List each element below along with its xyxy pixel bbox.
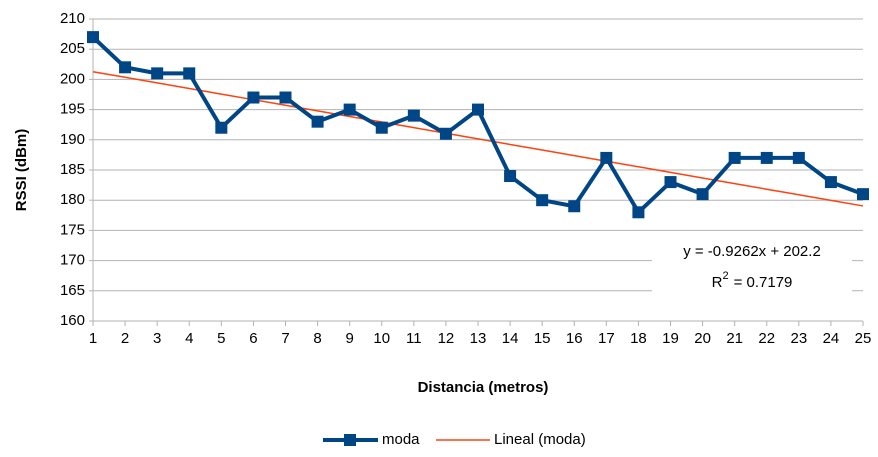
y-tick-label: 180 [60, 191, 85, 208]
x-tick-label: 19 [662, 330, 679, 347]
marker [504, 170, 517, 183]
x-tick-label: 11 [406, 330, 422, 347]
marker [664, 176, 677, 189]
r2-value: = 0.7179 [734, 274, 793, 291]
marker [87, 31, 99, 44]
marker [279, 91, 292, 104]
marker [215, 121, 228, 134]
legend-label: Lineal (moda) [494, 431, 586, 448]
marker [375, 121, 388, 134]
marker [824, 176, 837, 189]
x-tick-label: 1 [89, 330, 97, 347]
x-tick-label: 23 [790, 330, 807, 347]
x-tick-label: 12 [438, 330, 455, 347]
marker [696, 188, 709, 201]
equation: y = -0.9262x + 202.2 [683, 243, 821, 260]
x-tick-label: 21 [726, 330, 743, 347]
y-tick-label: 175 [60, 221, 85, 238]
x-tick-label: 13 [470, 330, 487, 347]
marker [119, 61, 132, 74]
x-tick-label: 2 [121, 330, 129, 347]
trend-line [92, 70, 864, 207]
y-tick-label: 165 [60, 282, 85, 299]
x-tick-label: 3 [153, 330, 161, 347]
marker [632, 206, 645, 219]
marker [857, 188, 869, 201]
x-tick-label: 22 [758, 330, 775, 347]
x-tick-label: 20 [694, 330, 711, 347]
y-tick-label: 195 [60, 101, 85, 118]
x-tick-label: 16 [566, 330, 583, 347]
y-tick-label: 200 [60, 70, 85, 87]
legend-label: moda [382, 431, 420, 448]
x-tick-label: 4 [185, 330, 193, 347]
x-axis-title: Distancia (metros) [418, 379, 549, 396]
marker [343, 103, 356, 116]
x-tick-label: 14 [502, 330, 519, 347]
y-tick-label: 210 [60, 10, 85, 27]
r2-base: R [712, 274, 723, 291]
marker [568, 200, 581, 213]
marker [600, 151, 613, 164]
x-tick-label: 18 [630, 330, 647, 347]
x-tick-label: 7 [281, 330, 289, 347]
r2-exponent: 2 [722, 270, 728, 282]
x-tick-label: 10 [373, 330, 390, 347]
x-tick-label: 9 [345, 330, 353, 347]
marker [311, 115, 324, 128]
marker [792, 151, 805, 164]
x-tick-label: 15 [534, 330, 551, 347]
legend-marker [344, 434, 356, 446]
marker [439, 127, 452, 140]
x-tick-label: 5 [217, 330, 225, 347]
marker [247, 91, 260, 104]
annotation-box [652, 238, 852, 296]
y-tick-label: 205 [60, 40, 85, 57]
marker [407, 109, 420, 122]
marker [728, 151, 741, 164]
x-tick-label: 25 [855, 330, 872, 347]
x-tick-label: 17 [598, 330, 615, 347]
x-tick-label: 24 [823, 330, 840, 347]
r-squared: R2 = 0.7179 [712, 270, 793, 291]
marker [760, 151, 773, 164]
y-tick-label: 160 [60, 312, 85, 329]
x-tick-label: 8 [313, 330, 321, 347]
marker [151, 67, 164, 80]
marker [536, 194, 549, 207]
x-tick-label: 6 [249, 330, 257, 347]
y-tick-label: 170 [60, 252, 85, 269]
marker [472, 103, 484, 116]
y-tick-label: 190 [60, 131, 85, 148]
marker [183, 67, 196, 80]
y-tick-label: 185 [60, 161, 85, 178]
y-axis-title: RSSI (dBm) [13, 129, 30, 212]
